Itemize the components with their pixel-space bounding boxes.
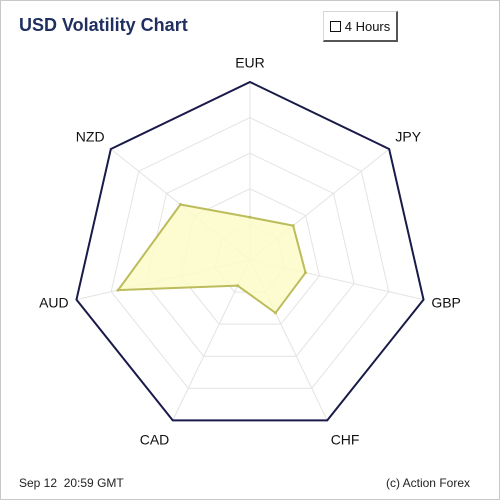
axis-label-cad: CAD	[140, 431, 170, 447]
axis-label-chf: CHF	[331, 431, 360, 447]
credit: (c) Action Forex	[385, 476, 470, 490]
axis-label-nzd: NZD	[76, 128, 105, 144]
radar-outline	[75, 80, 425, 422]
series-area-0	[116, 203, 307, 315]
axis-label-jpy: JPY	[395, 128, 421, 144]
timeframe-button[interactable]: 4 Hours	[323, 11, 398, 42]
timeframe-label: 4 Hours	[344, 18, 391, 34]
data-point-aud	[116, 288, 120, 292]
data-point-chf	[273, 311, 277, 315]
data-point-gbp	[304, 271, 308, 275]
axis-label-gbp: GBP	[431, 294, 461, 310]
grid-ring	[145, 152, 355, 357]
data-point-jpy	[291, 224, 295, 228]
checkbox-icon	[329, 20, 341, 32]
chart-title: USD Volatility Chart	[19, 15, 188, 35]
data-point-eur	[248, 215, 252, 219]
data-point-nzd	[178, 203, 182, 207]
grid-ring	[110, 117, 390, 389]
timestamp: Sep 12 20:59 GMT	[19, 476, 124, 490]
axis-label-aud: AUD	[39, 294, 69, 310]
data-point-cad	[236, 284, 240, 288]
axis-label-eur: EUR	[235, 55, 265, 71]
